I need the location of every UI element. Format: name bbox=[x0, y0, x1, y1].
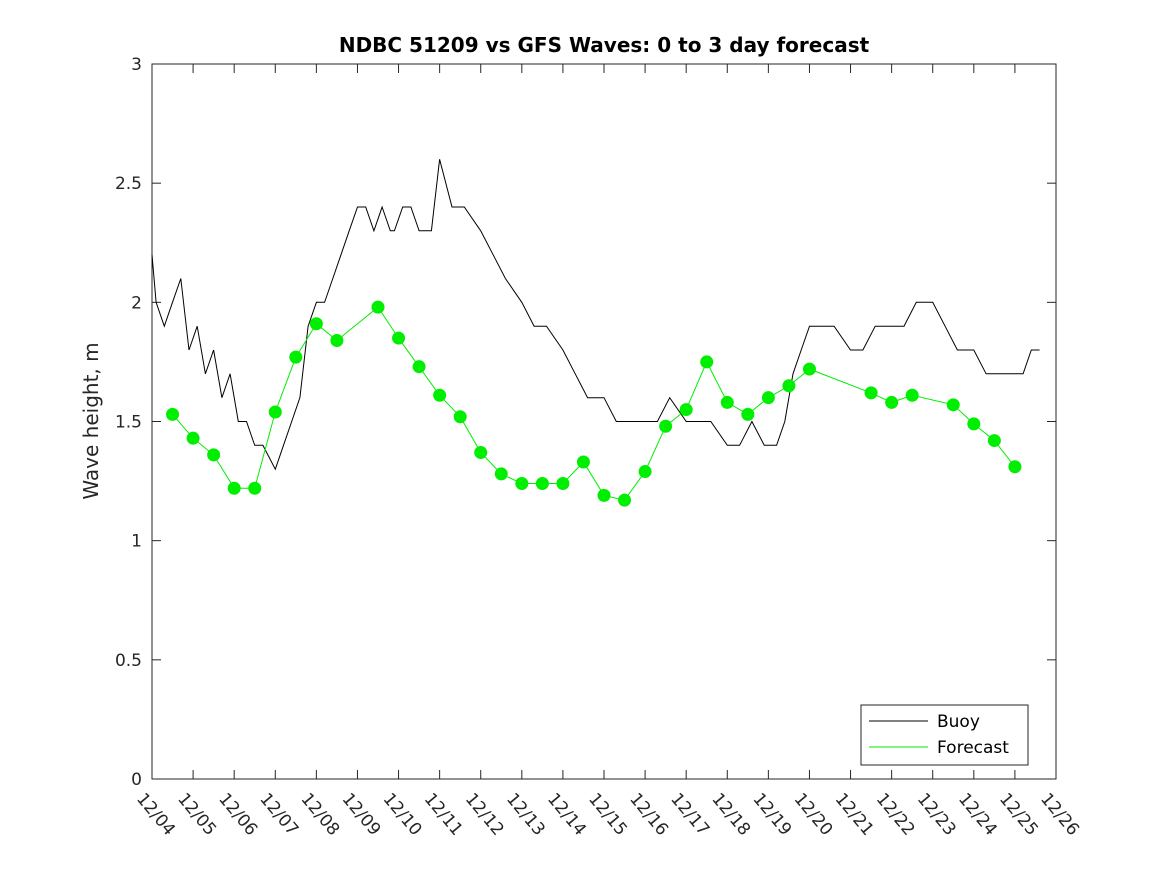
y-tick-label: 1.5 bbox=[115, 413, 142, 433]
forecast-point bbox=[248, 481, 262, 495]
x-tick-label: 12/07 bbox=[255, 789, 302, 839]
y-tick-label: 3 bbox=[131, 55, 142, 75]
forecast-point bbox=[494, 467, 508, 481]
y-tick-label: 2 bbox=[131, 293, 142, 313]
forecast-point bbox=[761, 391, 775, 405]
forecast-point bbox=[987, 434, 1001, 448]
series-line-buoy bbox=[151, 159, 1040, 471]
forecast-point bbox=[371, 300, 385, 314]
forecast-point bbox=[679, 403, 693, 417]
x-tick-label: 12/17 bbox=[666, 789, 713, 839]
forecast-point bbox=[392, 331, 406, 345]
x-tick-label: 12/05 bbox=[173, 789, 220, 839]
x-tick-label: 12/06 bbox=[214, 789, 261, 839]
x-tick-label: 12/08 bbox=[297, 789, 344, 839]
forecast-point bbox=[166, 407, 180, 421]
forecast-point bbox=[289, 350, 303, 364]
forecast-point bbox=[618, 493, 632, 507]
forecast-point bbox=[864, 386, 878, 400]
x-tick-label: 12/11 bbox=[420, 789, 467, 839]
forecast-point bbox=[433, 388, 447, 402]
forecast-point bbox=[535, 476, 549, 490]
legend: Buoy Forecast bbox=[860, 704, 1029, 766]
x-tick-label: 12/15 bbox=[584, 789, 631, 839]
forecast-point bbox=[412, 360, 426, 374]
x-tick-label: 12/12 bbox=[461, 789, 508, 839]
axes-box bbox=[151, 63, 1057, 780]
y-tick-label: 1 bbox=[131, 532, 142, 552]
chart-title: NDBC 51209 vs GFS Waves: 0 to 3 day fore… bbox=[339, 33, 870, 57]
forecast-point bbox=[967, 417, 981, 431]
forecast-point bbox=[802, 362, 816, 376]
x-tick-label: 12/14 bbox=[543, 789, 590, 839]
forecast-point bbox=[556, 476, 570, 490]
x-tick-label: 12/13 bbox=[502, 789, 549, 839]
x-tick-label: 12/09 bbox=[338, 789, 385, 839]
forecast-point bbox=[659, 419, 673, 433]
forecast-point bbox=[700, 355, 714, 369]
legend-box bbox=[860, 704, 1029, 766]
forecast-point bbox=[227, 481, 241, 495]
x-tick-label: 12/16 bbox=[625, 789, 672, 839]
y-axis-label: Wave height, m bbox=[79, 342, 103, 499]
y-tick-label: 0.5 bbox=[115, 651, 142, 671]
x-tick-label: 12/21 bbox=[831, 789, 878, 839]
forecast-point bbox=[268, 405, 282, 419]
forecast-point bbox=[309, 317, 323, 331]
legend-forecast-label: Forecast bbox=[937, 738, 1009, 758]
forecast-point bbox=[720, 395, 734, 409]
forecast-point bbox=[474, 445, 488, 459]
x-tick-label: 12/22 bbox=[872, 789, 919, 839]
forecast-point bbox=[330, 333, 344, 347]
legend-buoy-label: Buoy bbox=[937, 712, 980, 732]
forecast-point bbox=[576, 455, 590, 469]
x-tick-label: 12/24 bbox=[954, 789, 1001, 839]
x-tick-label: 12/19 bbox=[749, 789, 796, 839]
forecast-point bbox=[905, 388, 919, 402]
x-tick-label: 12/20 bbox=[790, 789, 837, 839]
y-tick-label: 2.5 bbox=[115, 174, 142, 194]
x-tick-label: 12/18 bbox=[707, 789, 754, 839]
forecast-point bbox=[782, 379, 796, 393]
x-tick-label: 12/23 bbox=[913, 789, 960, 839]
x-tick-label: 12/26 bbox=[1036, 789, 1083, 839]
forecast-point bbox=[741, 407, 755, 421]
forecast-point bbox=[186, 431, 200, 445]
x-tick-label: 12/25 bbox=[995, 789, 1042, 839]
x-tick-label: 12/04 bbox=[132, 789, 179, 839]
forecast-point bbox=[946, 398, 960, 412]
forecast-point bbox=[885, 395, 899, 409]
forecast-point bbox=[207, 448, 221, 462]
forecast-point bbox=[515, 476, 529, 490]
forecast-point bbox=[638, 465, 652, 479]
forecast-point bbox=[453, 410, 467, 424]
y-tick-label: 0 bbox=[131, 770, 142, 790]
x-tick-label: 12/10 bbox=[379, 789, 426, 839]
forecast-point bbox=[597, 488, 611, 502]
forecast-point bbox=[1008, 460, 1022, 474]
